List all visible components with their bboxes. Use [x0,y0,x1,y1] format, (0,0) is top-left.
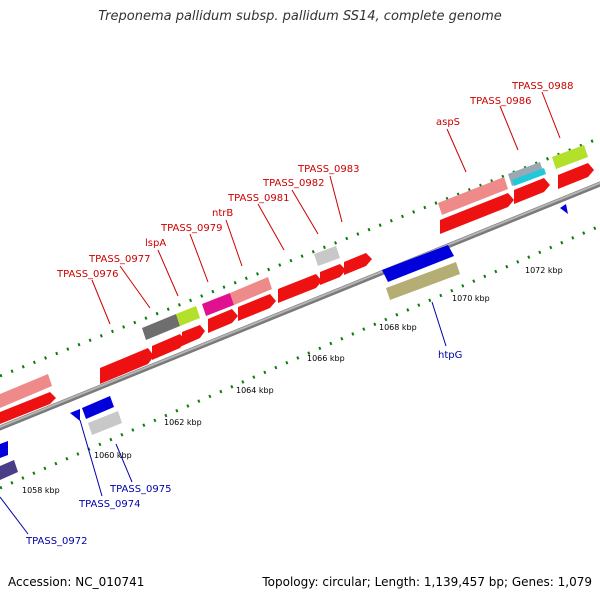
gene-label[interactable]: htpG [438,350,462,361]
feature-block[interactable] [386,262,460,300]
gene-label[interactable]: TPASS_0977 [88,254,150,265]
gene-cds-reverse[interactable] [0,441,8,458]
tick-label: 1058 kbp [22,486,60,495]
gene-cds[interactable] [152,334,186,360]
tick-label: 1060 kbp [94,451,132,460]
tick-label: 1072 kbp [525,266,563,275]
feature-block[interactable] [0,374,52,408]
genome-map: TPASS_0976 TPASS_0977 lspA TPASS_0979 nt… [0,81,600,547]
gene-label[interactable]: ntrB [212,208,233,219]
forward-gene-labels: TPASS_0976 TPASS_0977 lspA TPASS_0979 nt… [56,81,573,280]
label-leaders [0,91,561,535]
feature-block[interactable] [438,177,508,215]
gene-cds[interactable] [208,309,238,333]
gene-label[interactable]: lspA [145,238,166,249]
gene-cds[interactable] [0,392,56,424]
tick-label: 1064 kbp [236,386,274,395]
genome-summary-text: Topology: circular; Length: 1,139,457 bp… [262,575,592,589]
gene-cds[interactable] [238,294,276,321]
gene-label[interactable]: aspS [436,117,460,128]
feature-block[interactable] [176,306,200,326]
feature-block[interactable] [314,246,340,266]
gene-cds[interactable] [344,253,372,275]
gene-cds[interactable] [320,264,346,285]
gene-cds-reverse[interactable] [382,245,454,282]
gene-label[interactable]: TPASS_0983 [297,164,359,175]
feature-block[interactable] [512,168,546,186]
feature-block[interactable] [88,411,122,435]
accession-text: Accession: NC_010741 [8,575,145,589]
gene-cds[interactable] [100,348,154,384]
feature-block[interactable] [142,314,180,340]
feature-block[interactable] [202,293,234,316]
gene-cds-reverse[interactable] [560,204,568,214]
reverse-tick-row [0,224,600,490]
forward-genes [0,145,594,424]
gene-cds-reverse[interactable] [70,409,80,421]
feature-block[interactable] [552,145,588,169]
map-title: Treponema pallidum subsp. pallidum SS14,… [98,9,502,24]
gene-cds-reverse[interactable] [82,396,114,419]
gene-cds[interactable] [278,274,322,303]
gene-label[interactable]: TPASS_0974 [78,499,140,510]
tick-label: 1068 kbp [379,323,417,332]
gene-label[interactable]: TPASS_0979 [160,223,222,234]
gene-cds[interactable] [558,163,594,189]
tick-label: 1070 kbp [452,294,490,303]
gene-label[interactable]: TPASS_0988 [511,81,573,92]
gene-label[interactable]: TPASS_0981 [227,193,289,204]
tick-label: 1066 kbp [307,354,345,363]
gene-cds[interactable] [514,178,550,204]
coordinate-labels: 1058 kbp 1060 kbp 1062 kbp 1064 kbp 1066… [22,266,563,495]
reverse-genes [0,204,568,480]
backbone [0,181,600,431]
gene-label[interactable]: TPASS_0972 [25,536,87,547]
gene-label[interactable]: TPASS_0976 [56,269,118,280]
gene-cds[interactable] [182,325,205,346]
gene-cds[interactable] [440,193,514,234]
feature-block[interactable] [230,277,272,305]
gene-label[interactable]: TPASS_0975 [109,484,171,495]
reverse-gene-labels: TPASS_0972 TPASS_0974 TPASS_0975 htpG [25,350,462,547]
feature-block[interactable] [0,460,18,480]
gene-label[interactable]: TPASS_0982 [262,178,324,189]
tick-label: 1062 kbp [164,418,202,427]
gene-label[interactable]: TPASS_0986 [469,96,531,107]
